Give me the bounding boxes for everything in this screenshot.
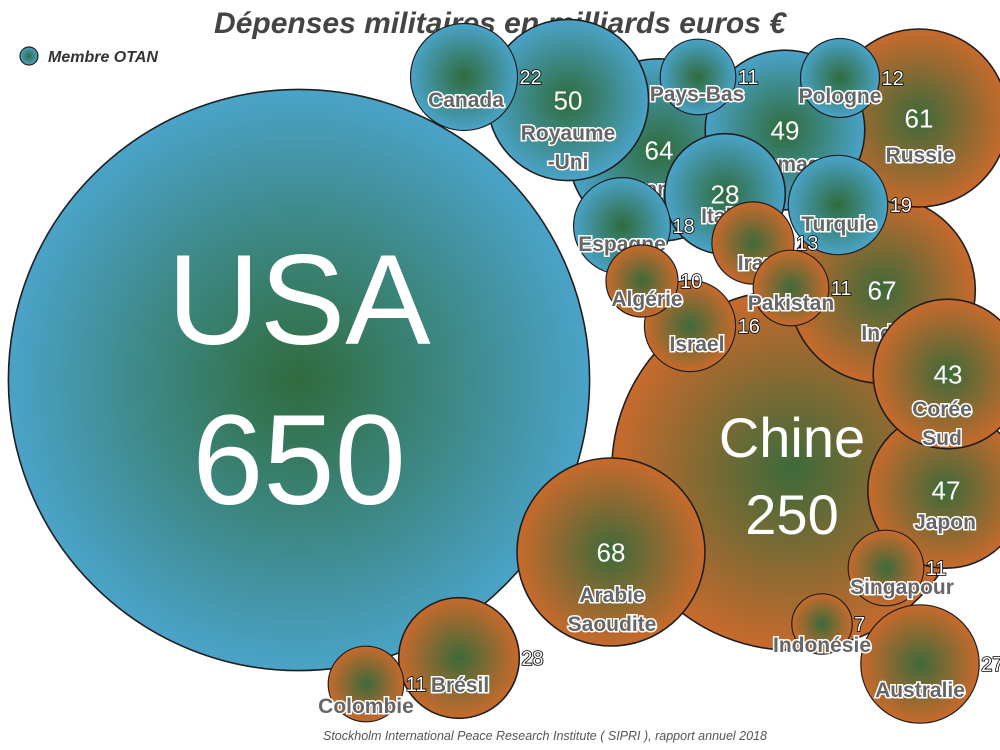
label-indonesie: Indonésie bbox=[773, 634, 871, 657]
legend-otan-label: Membre OTAN bbox=[48, 49, 158, 66]
value-chine: 250 bbox=[745, 483, 838, 546]
label-chine: Chine bbox=[719, 406, 865, 469]
label-pakistan: Pakistan bbox=[748, 292, 834, 315]
bubble-pakistan bbox=[752, 249, 830, 327]
value-bresil: 28 bbox=[521, 648, 543, 670]
legend-otan-marker bbox=[19, 46, 39, 66]
value-japon: 47 bbox=[932, 475, 961, 505]
value-indonesie: 7 bbox=[854, 614, 865, 636]
value-pakistan: 11 bbox=[831, 278, 852, 300]
value-allemagne: 49 bbox=[771, 115, 800, 145]
label-coree-line2: Sud bbox=[922, 427, 962, 450]
value-singapour: 11 bbox=[926, 558, 947, 580]
label-royaume-line1: Royaume bbox=[521, 122, 616, 145]
value-russie: 61 bbox=[905, 103, 934, 133]
label-coree-line1: Corée bbox=[912, 398, 972, 421]
bubble-singapour bbox=[847, 529, 925, 607]
bubble-indonesie bbox=[791, 593, 853, 655]
value-pologne: 12 bbox=[881, 68, 903, 90]
bubble-pologne bbox=[799, 37, 881, 119]
value-israel: 16 bbox=[738, 316, 760, 338]
value-australie: 27 bbox=[981, 654, 1000, 676]
value-paysbas: 11 bbox=[738, 67, 759, 89]
label-arabie-line2: Saoudite bbox=[568, 613, 657, 636]
chart-title: Dépenses militaires en milliards euros € bbox=[214, 7, 787, 40]
value-inde: 67 bbox=[868, 275, 897, 305]
bubble-coree bbox=[872, 298, 1000, 450]
value-algerie: 10 bbox=[680, 271, 702, 293]
label-usa: USA bbox=[167, 229, 431, 372]
bubble-australie bbox=[860, 604, 980, 724]
value-coree: 43 bbox=[934, 359, 963, 389]
value-italie: 28 bbox=[711, 179, 740, 209]
label-japon: Japon bbox=[914, 511, 976, 534]
value-arabie: 68 bbox=[597, 537, 626, 567]
label-singapour: Singapour bbox=[850, 576, 954, 599]
value-turquie: 19 bbox=[890, 195, 912, 217]
bubble-colombie bbox=[327, 645, 405, 723]
label-colombie: Colombie bbox=[318, 695, 414, 718]
bubble-algerie bbox=[605, 244, 679, 318]
value-france: 64 bbox=[645, 135, 674, 165]
bubble-canada bbox=[409, 22, 519, 132]
bubble-arabie bbox=[516, 457, 706, 647]
value-usa: 650 bbox=[192, 389, 406, 532]
label-israel: Israel bbox=[670, 333, 725, 356]
label-arabie-line1: Arabie bbox=[579, 584, 644, 607]
value-royaume: 50 bbox=[554, 85, 583, 115]
label-royaume-line2: -Uni bbox=[548, 151, 589, 174]
value-iran: 13 bbox=[796, 233, 818, 255]
value-espagne: 18 bbox=[672, 216, 694, 238]
bubble-usa bbox=[7, 88, 591, 672]
label-algerie: Algérie bbox=[611, 288, 682, 311]
value-colombie: 11 bbox=[406, 674, 427, 696]
label-pologne: Pologne bbox=[799, 85, 882, 108]
source-note: Stockholm International Peace Research I… bbox=[323, 729, 767, 743]
label-russie: Russie bbox=[886, 144, 955, 167]
bubble-paysbas bbox=[659, 38, 737, 116]
label-canada: Canada bbox=[428, 89, 504, 112]
label-bresil: Brésil bbox=[431, 674, 489, 697]
label-paysbas: Pays-Bas bbox=[650, 83, 745, 106]
bubble-bresil bbox=[397, 596, 521, 720]
bubble-turquie bbox=[787, 154, 889, 256]
label-turquie: Turquie bbox=[801, 213, 876, 236]
value-canada: 22 bbox=[519, 67, 541, 89]
label-australie: Australie bbox=[875, 679, 965, 702]
